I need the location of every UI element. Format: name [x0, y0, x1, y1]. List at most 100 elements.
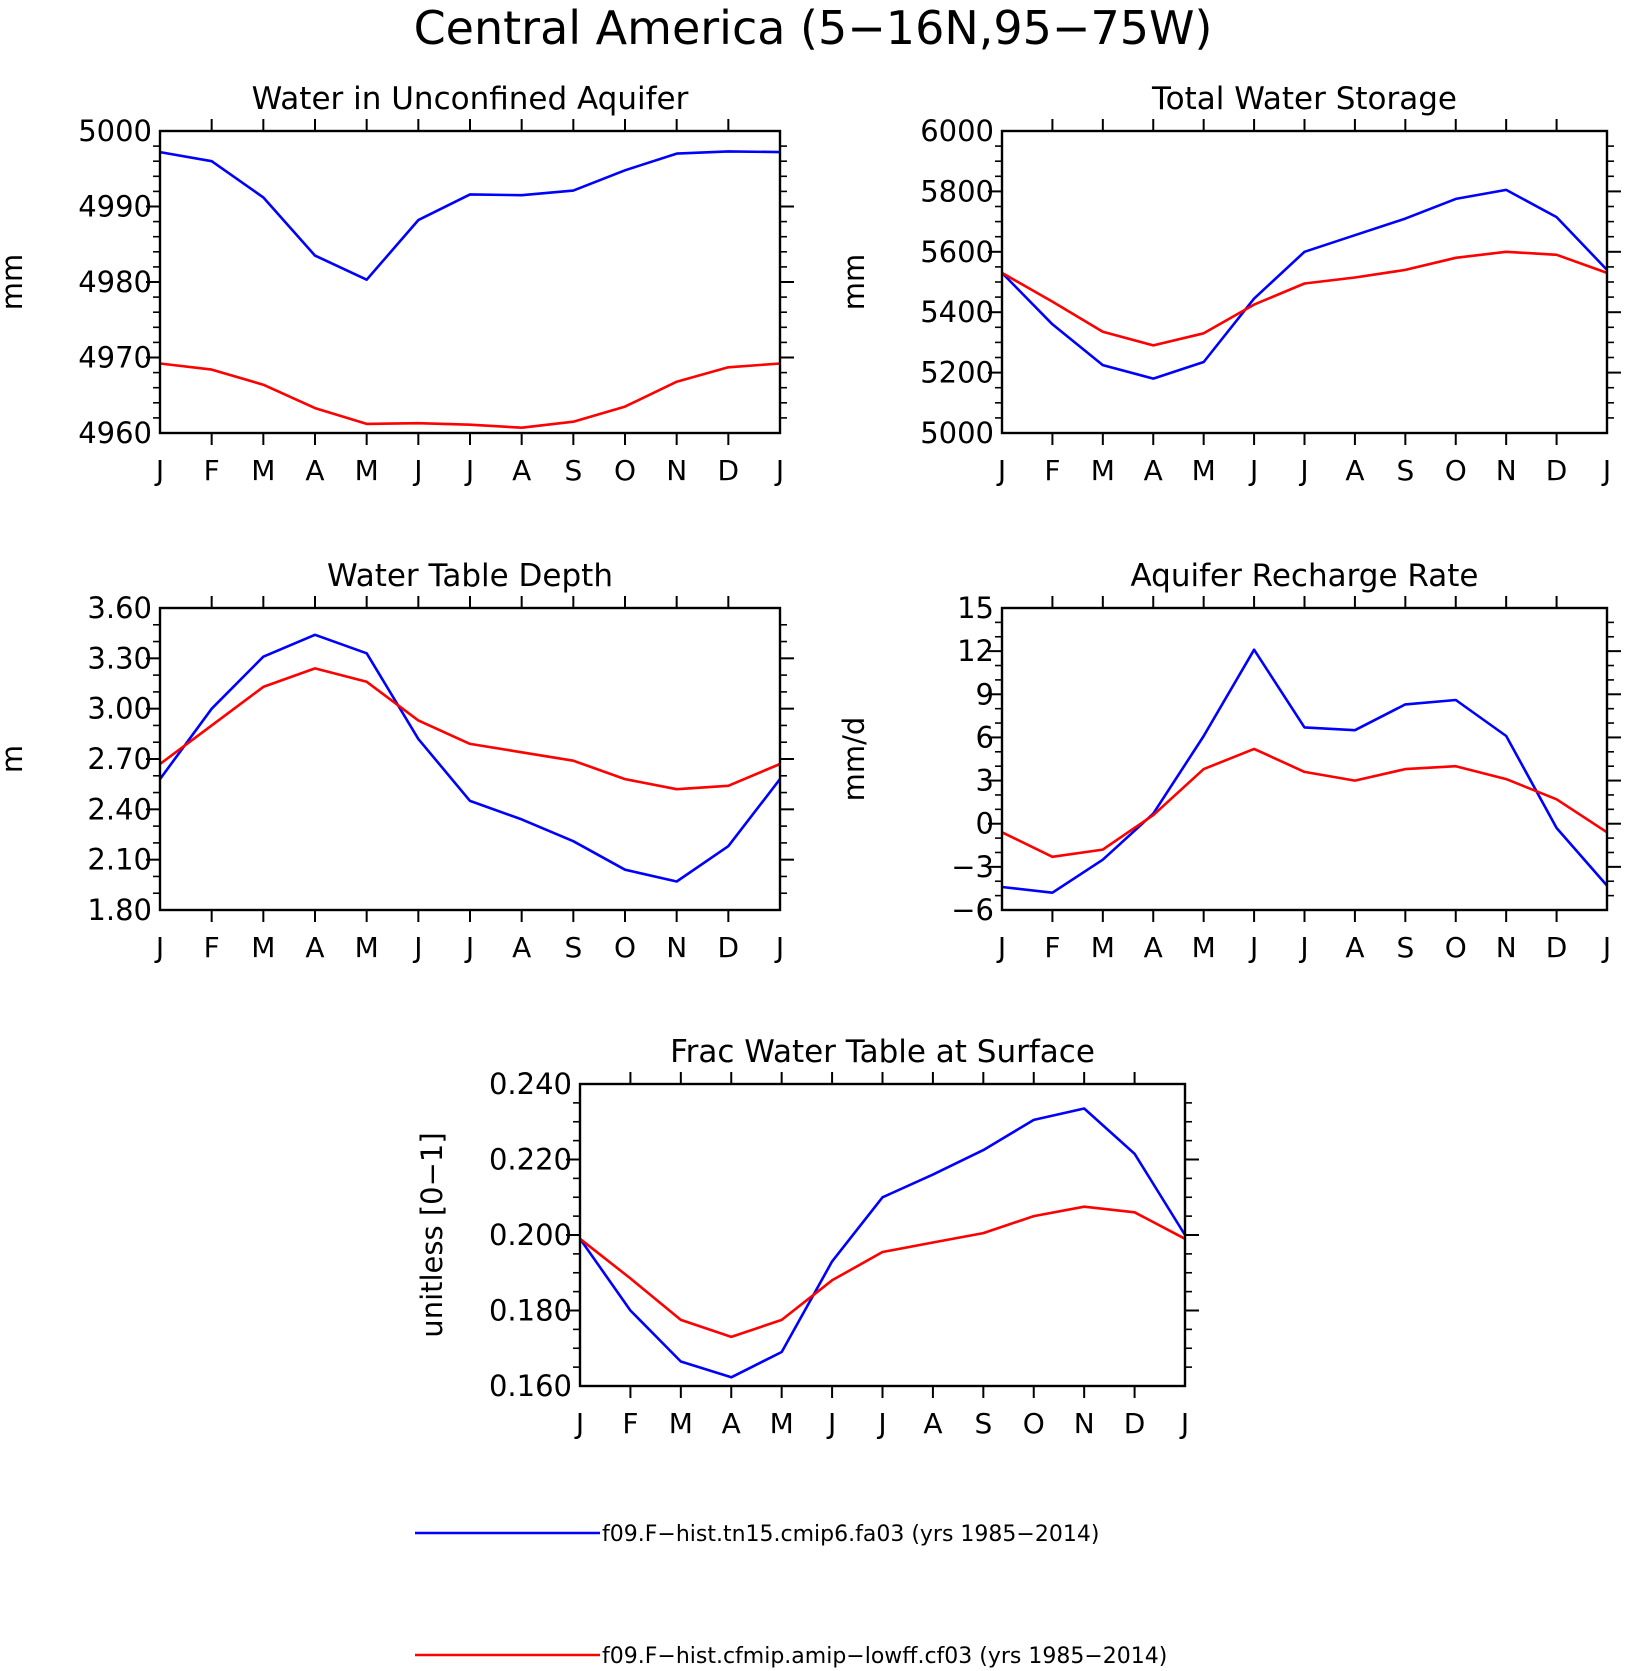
y-axis-label: unitless [0−1]	[415, 1132, 449, 1337]
plot-frame	[158, 129, 782, 435]
y-tick-label: 9	[976, 677, 994, 711]
x-tick-label: A	[512, 931, 531, 964]
x-tick-label: J	[774, 931, 784, 964]
y-tick-label: 5800	[920, 174, 994, 208]
series-line-2	[159, 667, 781, 791]
chart-panel-3: J F M A M J J A S O N D J1.802.102.402.703.003.303.6…	[0, 558, 794, 964]
x-tick-label: A	[1345, 454, 1364, 487]
x-tick-label: J	[412, 454, 422, 487]
x-tick-label: S	[564, 931, 582, 964]
y-tick-label: 6	[976, 720, 994, 754]
x-tick-label: D	[718, 931, 740, 964]
x-tick-label: D	[718, 454, 740, 487]
x-tick-label: O	[614, 454, 636, 487]
x-tick-label: M	[251, 931, 275, 964]
x-tick-label: S	[1396, 931, 1414, 964]
x-tick-label: N	[666, 454, 687, 487]
y-tick-label: 0.160	[489, 1369, 572, 1403]
x-tick-label: J	[412, 931, 422, 964]
y-tick-label: 3.30	[87, 641, 152, 675]
plot-frame	[1000, 129, 1609, 435]
x-tick-label: J	[464, 454, 474, 487]
series-line-1	[159, 150, 781, 282]
panel-title: Water in Unconfined Aquifer	[252, 81, 689, 117]
x-tick-label: D	[1546, 931, 1568, 964]
y-tick-label: 5600	[920, 235, 994, 269]
x-tick-label: M	[251, 454, 275, 487]
x-tick-label: A	[722, 1407, 741, 1440]
y-axis-label: mm/d	[837, 717, 871, 802]
y-tick-label: 3	[976, 764, 994, 798]
x-tick-label: S	[974, 1407, 992, 1440]
series-line-2	[1001, 250, 1608, 347]
x-tick-label: F	[1044, 454, 1060, 487]
x-tick-label: J	[1601, 454, 1611, 487]
x-tick-label: J	[154, 931, 164, 964]
x-tick-label: J	[1298, 931, 1308, 964]
x-tick-label: O	[1445, 931, 1467, 964]
panel-title: Water Table Depth	[327, 558, 613, 594]
x-tick-label: J	[1248, 931, 1258, 964]
x-tick-label: A	[1345, 931, 1364, 964]
y-tick-label: 3.60	[87, 591, 152, 625]
y-tick-label: 3.00	[87, 692, 152, 726]
series-line-2	[579, 1205, 1186, 1339]
x-tick-label: O	[1023, 1407, 1045, 1440]
y-axis-label: m	[0, 745, 29, 773]
x-tick-label: J	[1179, 1407, 1189, 1440]
x-tick-label: J	[1298, 454, 1308, 487]
x-tick-label: F	[622, 1407, 638, 1440]
x-tick-label: N	[1074, 1407, 1095, 1440]
chart-panel-5: J F M A M J J A S O N D J0.1600.1800.2000.2200.240Fr…	[415, 1034, 1199, 1440]
x-tick-label: D	[1124, 1407, 1146, 1440]
y-tick-label: 5000	[920, 416, 994, 450]
y-tick-label: 1.80	[87, 893, 152, 927]
y-tick-label: 2.40	[87, 792, 152, 826]
x-tick-label: J	[774, 454, 784, 487]
y-tick-label: 5400	[920, 295, 994, 329]
series-line-1	[158, 633, 782, 883]
x-tick-label: N	[1496, 454, 1517, 487]
y-tick-label: 0.200	[489, 1218, 572, 1252]
series-line-1	[1001, 188, 1608, 380]
plot-frame	[578, 1082, 1187, 1388]
x-tick-label: F	[1044, 931, 1060, 964]
y-tick-label: 2.70	[87, 742, 152, 776]
y-tick-label: 5200	[920, 356, 994, 390]
y-tick-label: 5000	[78, 114, 152, 148]
y-tick-label: 0.180	[489, 1294, 572, 1328]
x-tick-label: J	[1248, 454, 1258, 487]
x-tick-label: J	[826, 1407, 836, 1440]
x-tick-label: J	[464, 931, 474, 964]
x-tick-label: J	[574, 1407, 584, 1440]
y-tick-label: 0.240	[489, 1067, 572, 1101]
y-tick-label: 0.220	[489, 1143, 572, 1177]
y-tick-label: 4990	[78, 190, 152, 224]
x-tick-label: M	[1091, 931, 1115, 964]
x-tick-label: M	[355, 931, 379, 964]
x-tick-label: J	[876, 1407, 886, 1440]
x-tick-label: S	[564, 454, 582, 487]
x-tick-label: M	[355, 454, 379, 487]
panel-title: Aquifer Recharge Rate	[1131, 558, 1479, 594]
y-tick-label: 6000	[920, 114, 994, 148]
plot-frame	[1000, 606, 1609, 912]
x-tick-label: A	[1144, 454, 1163, 487]
x-tick-label: F	[204, 454, 220, 487]
legend: f09.F−hist.tn15.cmip6.fa03 (yrs 1985−201…	[415, 1522, 1167, 1669]
plot-frame	[158, 606, 782, 912]
y-tick-label: 4970	[78, 341, 152, 375]
chart-panel-2: J F M A M J J A S O N D J500052005400560058006000Tot…	[837, 81, 1621, 487]
x-tick-label: M	[1192, 931, 1216, 964]
figure-title: Central America (5−16N,95−75W)	[414, 1, 1213, 55]
x-tick-label: A	[305, 454, 324, 487]
x-tick-label: D	[1546, 454, 1568, 487]
x-tick-label: O	[614, 931, 636, 964]
x-tick-label: M	[1091, 454, 1115, 487]
x-tick-label: J	[1601, 931, 1611, 964]
series-line-1	[578, 1107, 1187, 1379]
